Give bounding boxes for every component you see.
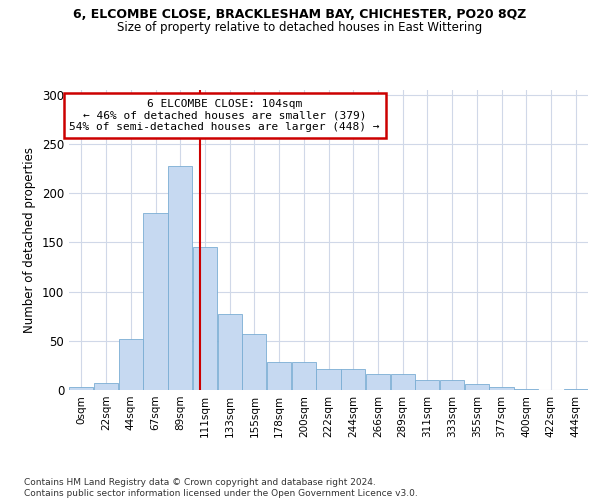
Bar (514, 389, 538, 390)
Bar (415, 380, 439, 390)
Bar (292, 362, 316, 390)
Bar (94, 383, 118, 390)
Bar (316, 370, 341, 390)
Bar (341, 370, 365, 390)
Bar (119, 339, 143, 390)
Bar (143, 213, 167, 390)
Text: 6 ELCOMBE CLOSE: 104sqm
← 46% of detached houses are smaller (379)
54% of semi-d: 6 ELCOMBE CLOSE: 104sqm ← 46% of detache… (70, 99, 380, 132)
Text: Size of property relative to detached houses in East Wittering: Size of property relative to detached ho… (118, 21, 482, 34)
Bar (242, 334, 266, 390)
Bar (168, 166, 193, 390)
Bar (440, 380, 464, 390)
Bar (69, 387, 94, 390)
Bar (490, 387, 514, 390)
Bar (193, 248, 217, 390)
Y-axis label: Number of detached properties: Number of detached properties (23, 147, 37, 333)
Bar (391, 374, 415, 390)
Bar (218, 314, 242, 390)
Bar (267, 362, 291, 390)
Text: Contains HM Land Registry data © Crown copyright and database right 2024.
Contai: Contains HM Land Registry data © Crown c… (24, 478, 418, 498)
Text: 6, ELCOMBE CLOSE, BRACKLESHAM BAY, CHICHESTER, PO20 8QZ: 6, ELCOMBE CLOSE, BRACKLESHAM BAY, CHICH… (73, 8, 527, 20)
Bar (464, 384, 489, 390)
Bar (563, 389, 588, 390)
Bar (366, 374, 390, 390)
